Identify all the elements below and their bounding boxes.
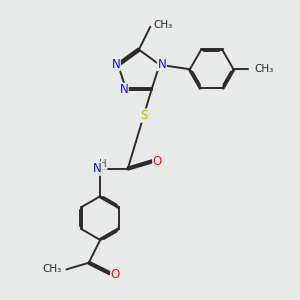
- Text: CH₃: CH₃: [43, 264, 62, 274]
- Text: S: S: [140, 109, 147, 122]
- Text: H: H: [99, 159, 107, 169]
- Text: CH₃: CH₃: [153, 20, 172, 30]
- Text: N: N: [112, 58, 120, 70]
- Text: CH₃: CH₃: [254, 64, 273, 74]
- Text: N: N: [158, 58, 166, 70]
- Text: O: O: [111, 268, 120, 281]
- Text: N: N: [119, 83, 128, 96]
- Text: N: N: [93, 162, 102, 175]
- Text: O: O: [153, 155, 162, 168]
